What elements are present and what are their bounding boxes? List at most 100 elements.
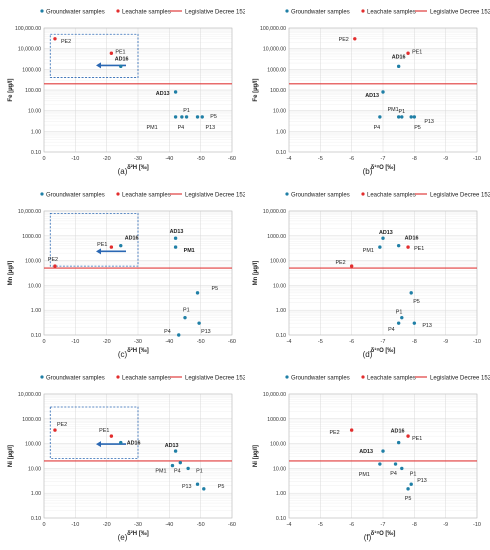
legend-groundwater-marker: [40, 192, 44, 196]
legend-groundwater-label: Groundwater samples: [291, 193, 350, 199]
y-tick-label: 0.10: [276, 333, 286, 339]
groundwater-point-ad13: [381, 449, 385, 453]
x-tick-label: -9: [443, 156, 448, 162]
groundwater-point-p13: [412, 115, 417, 119]
y-tick-label: 1000.00: [22, 67, 41, 73]
groundwater-point-p1: [400, 315, 404, 320]
legend-groundwater-marker: [285, 9, 289, 13]
groundwater-point-ad16: [396, 243, 401, 248]
y-tick-label: 1.00: [31, 308, 41, 314]
x-tick-label: -40: [165, 522, 173, 528]
groundwater-point-ad16: [119, 440, 123, 445]
y-tick-label: 100.00: [270, 259, 286, 265]
groundwater-point-ad13: [173, 236, 178, 240]
point-label-p5: P5: [210, 114, 217, 120]
y-tick-label: 10.00: [28, 466, 41, 472]
y-tick-label: 1.00: [276, 491, 286, 497]
groundwater-point-p4: [396, 321, 401, 325]
point-label-p13: P13: [417, 478, 427, 484]
x-tick-label: -4: [287, 522, 292, 528]
groundwater-point-p5: [409, 115, 413, 119]
x-tick-label: -30: [134, 156, 142, 162]
x-tick-label: -8: [412, 156, 417, 162]
highlight-box: [49, 33, 139, 78]
x-tick-label: -9: [443, 522, 448, 528]
legend: Groundwater samples Leachate samples Legis…: [285, 375, 490, 382]
point-label-pm1: PM1: [388, 107, 399, 113]
groundwater-point-pm1: [378, 245, 382, 249]
y-tick-label: 10.00: [28, 109, 41, 115]
legend-leachate-label: Leachate samples: [122, 10, 171, 16]
point-label-ad13: AD13: [156, 91, 170, 97]
x-tick-label: -50: [197, 156, 205, 162]
groundwater-point-p1: [400, 466, 404, 471]
point-label-pm1: PM1: [363, 248, 374, 254]
caption-f: (f): [363, 533, 372, 542]
y-tick-label: 100,000.00: [260, 26, 286, 32]
legend-leachate-marker: [361, 9, 365, 13]
y-tick-label: 1.00: [31, 129, 41, 135]
legend-leachate-marker: [116, 192, 120, 196]
point-label-pe1: PE1: [99, 428, 109, 434]
x-tick-label: -6: [349, 339, 354, 345]
groundwater-point-p5: [202, 487, 206, 491]
groundwater-point-ad16: [396, 440, 401, 445]
y-tick-label: 10,000.00: [263, 47, 286, 53]
x-tick-label: -30: [134, 339, 142, 345]
y-tick-label: 1.00: [31, 491, 41, 497]
point-label-p5: P5: [218, 484, 225, 490]
x-tick-label: -5: [318, 156, 323, 162]
y-tick-label: 10.00: [273, 109, 286, 115]
legend-groundwater-marker: [285, 192, 289, 196]
groundwater-point-p13: [409, 482, 413, 486]
y-axis-title: Ni [µg/l]: [8, 445, 14, 467]
plot-area: [43, 393, 233, 519]
panel-f: Groundwater samples Leachate samples Legis…: [245, 366, 490, 549]
grid: [288, 393, 478, 519]
point-label-p5: P5: [212, 286, 219, 292]
y-tick-label: 100.00: [270, 442, 286, 448]
y-axis-title: Mn [µg/l]: [253, 261, 259, 286]
x-tick-label: 0: [42, 522, 45, 528]
grid: [43, 210, 233, 336]
groundwater-point-p13: [195, 115, 200, 119]
groundwater-point-p4: [378, 115, 382, 119]
legend-decree-label: Legislative Decree 152/06: [430, 193, 490, 199]
chart-a: Groundwater samples Leachate samples Legis…: [8, 9, 245, 171]
leachate-point-pe1: [406, 434, 410, 438]
panel-e: Groundwater samples Leachate samples Legis…: [0, 366, 245, 549]
groundwater-point-p4: [180, 115, 184, 119]
plot-area: [288, 393, 478, 519]
x-tick-label: -40: [165, 339, 173, 345]
point-label-p1: P1: [196, 468, 203, 474]
x-tick-label: -10: [71, 522, 79, 528]
point-label-p4: P4: [374, 125, 381, 131]
point-label-p1: P1: [183, 108, 190, 114]
x-tick-label: -10: [71, 339, 79, 345]
y-tick-label: 1000.00: [267, 234, 286, 240]
y-tick-label: 100,000.00: [15, 26, 41, 32]
y-tick-label: 10,000.00: [263, 209, 286, 215]
y-tick-label: 0.10: [276, 516, 286, 522]
legend-groundwater-marker: [40, 375, 44, 379]
groundwater-point-p13: [197, 321, 201, 325]
legend-groundwater-label: Groundwater samples: [291, 376, 350, 382]
caption-c: (c): [117, 350, 128, 359]
point-label-pe1: PE1: [97, 242, 107, 248]
y-tick-label: 10,000.00: [263, 392, 286, 398]
y-tick-label: 1000.00: [267, 67, 286, 73]
point-label-ad13: AD13: [359, 449, 373, 455]
y-tick-label: 10,000.00: [18, 209, 41, 215]
groundwater-point-p4: [177, 333, 181, 337]
leachate-point-pe1: [109, 245, 114, 249]
point-label-pm1: PM1: [184, 248, 195, 254]
groundwater-point-p5: [409, 291, 413, 295]
y-tick-label: 100.00: [25, 259, 41, 265]
groundwater-point-p1: [400, 115, 404, 119]
legend-leachate-marker: [361, 192, 365, 196]
x-tick-label: -50: [197, 522, 205, 528]
point-label-p5: P5: [414, 125, 421, 131]
legend-groundwater-marker: [285, 375, 289, 379]
y-tick-label: 100.00: [25, 88, 41, 94]
